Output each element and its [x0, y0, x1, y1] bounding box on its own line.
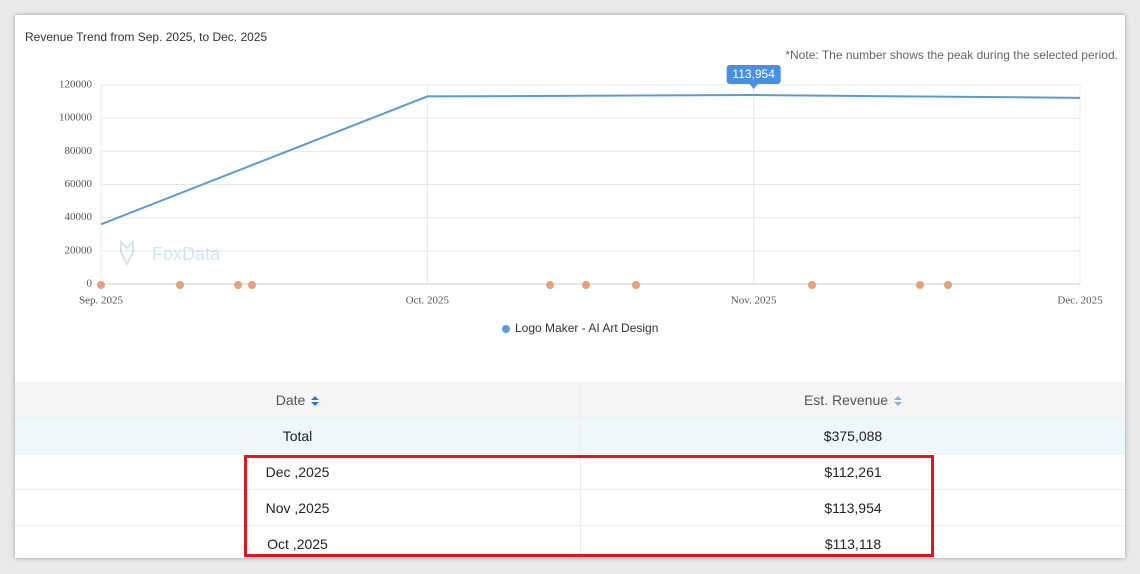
y-tick-label: 100000 — [59, 112, 93, 124]
table-row: Nov ,2025 $113,954 — [15, 489, 1125, 526]
x-tick-label: Dec. 2025 — [1057, 295, 1103, 307]
x-tick-label: Sep. 2025 — [79, 295, 124, 307]
event-marker — [916, 281, 924, 289]
chart: Revenue Trend from Sep. 2025, to Dec. 20… — [25, 30, 1118, 335]
sort-icon — [311, 395, 320, 406]
event-marker — [546, 281, 554, 289]
chart-title: Revenue Trend from Sep. 2025, to Dec. 20… — [25, 30, 267, 44]
line — [100, 94, 1081, 226]
date-cell: Total — [15, 417, 581, 454]
y-tick-label: 20000 — [65, 244, 93, 256]
grid — [100, 84, 1081, 285]
revenue-cell: $112,261 — [580, 453, 1125, 490]
y-tick-label: 60000 — [65, 178, 93, 190]
y-tick-label: 40000 — [65, 211, 93, 223]
revenue-cell: $113,954 — [580, 489, 1125, 526]
header-text: Est. Revenue — [803, 391, 889, 408]
revenue-cell: $113,118 — [580, 525, 1125, 558]
table-row: Dec ,2025 $112,261 — [15, 453, 1125, 490]
event-marker — [582, 281, 590, 289]
highlight-box — [244, 455, 934, 557]
table-row: Oct ,2025 $113,118 — [15, 525, 1125, 558]
date-cell: Nov ,2025 — [15, 489, 581, 526]
watermark: FoxData — [120, 239, 221, 267]
date-header[interactable]: Date — [15, 382, 581, 418]
revenue-header[interactable]: Est. Revenue — [580, 382, 1125, 418]
x-tick-label: Nov. 2025 — [731, 295, 777, 307]
date-cell: Dec ,2025 — [15, 453, 581, 490]
y-tick-label: 0 — [87, 278, 93, 290]
legend-marker — [502, 325, 510, 333]
value-label: 113,954 — [732, 67, 775, 81]
tooltip-pointer — [749, 84, 758, 90]
date-cell: Oct ,2025 — [15, 525, 581, 558]
table-body: Total $375,088 Dec ,2025 $112,261 Nov ,2025 $… — [15, 417, 1125, 558]
event-marker — [632, 281, 640, 289]
watermark-text: FoxData — [152, 244, 221, 264]
event-marker — [97, 281, 105, 289]
y-tick-label: 120000 — [59, 79, 93, 91]
revenue-cell: $375,088 — [580, 417, 1125, 454]
event-marker — [248, 281, 256, 289]
peak-tooltip — [726, 65, 781, 85]
x-tick-label: Oct. 2025 — [406, 295, 450, 307]
event-marker — [944, 281, 952, 289]
event-marker — [808, 281, 816, 289]
header-text: Date — [275, 391, 306, 408]
revenue-card: Revenue Trend from Sep. 2025, to Dec. 20… — [15, 15, 1125, 558]
event-markers — [97, 281, 952, 289]
revenue-table: Date Est. Revenue Total $375,088 Dec ,2025… — [15, 382, 1125, 558]
event-marker — [176, 281, 184, 289]
event-marker — [234, 281, 242, 289]
sort-icon — [894, 395, 903, 406]
total-row: Total $375,088 — [15, 417, 1125, 454]
legend-label: Logo Maker - AI Art Design — [515, 321, 658, 335]
chart-note: *Note: The number shows the peak during … — [785, 48, 1118, 62]
watermark-logo — [120, 239, 134, 267]
y-tick-label: 80000 — [65, 145, 93, 157]
